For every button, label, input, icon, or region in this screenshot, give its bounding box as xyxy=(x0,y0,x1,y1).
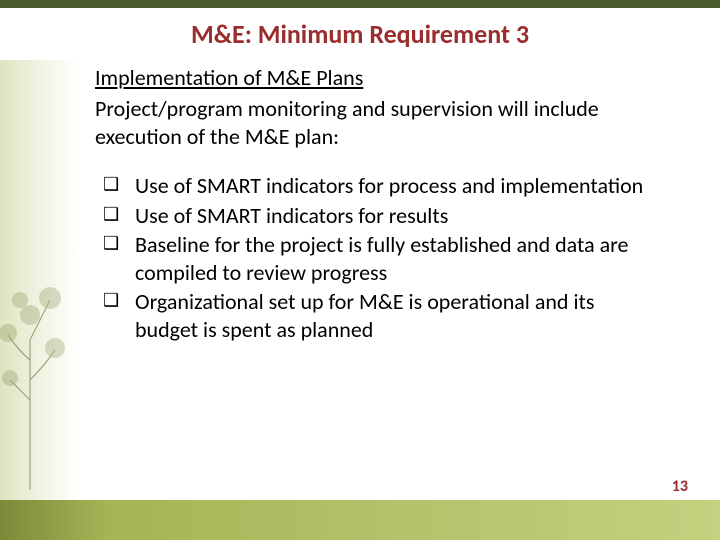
slide-title: M&E: Minimum Requirement 3 xyxy=(0,18,720,50)
section-heading: Implementation of M&E Plans xyxy=(95,64,660,91)
title-area: M&E: Minimum Requirement 3 xyxy=(0,8,720,64)
bottom-strip xyxy=(0,500,720,540)
list-item: Organizational set up for M&E is operati… xyxy=(103,288,660,343)
list-item: Use of SMART indicators for results xyxy=(103,202,660,230)
intro-text: Project/program monitoring and supervisi… xyxy=(95,95,660,150)
list-item: Use of SMART indicators for process and … xyxy=(103,172,660,200)
bullet-list: Use of SMART indicators for process and … xyxy=(95,172,660,343)
top-bar xyxy=(0,0,720,8)
list-item: Baseline for the project is fully establ… xyxy=(103,231,660,286)
page-number: 13 xyxy=(672,477,688,496)
content-area: Implementation of M&E Plans Project/prog… xyxy=(0,64,720,343)
